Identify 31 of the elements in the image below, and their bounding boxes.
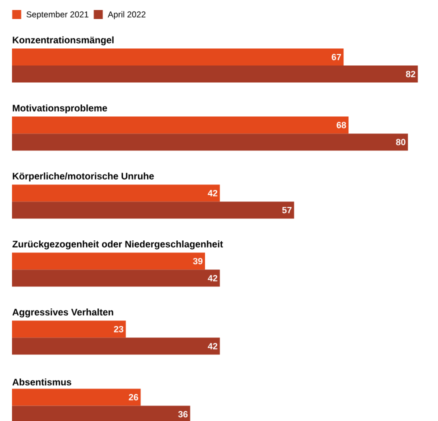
data-label: 57 <box>282 206 292 214</box>
bar <box>12 116 349 134</box>
y-tick-label: Konzentrationsmängel <box>12 36 114 46</box>
bar <box>12 66 418 83</box>
data-label: 68 <box>336 122 346 128</box>
bar <box>12 388 141 406</box>
y-tick-label: Absentismus <box>12 378 72 386</box>
bar <box>12 134 408 151</box>
bar <box>12 252 206 270</box>
legend-label: September 2021 <box>26 11 88 20</box>
bar <box>12 202 294 219</box>
data-label: 82 <box>406 70 416 78</box>
y-tick-label: Aggressives Verhalten <box>12 308 114 318</box>
data-label: 67 <box>332 54 342 60</box>
bar <box>12 338 220 355</box>
y-tick-label: Zurückgezogenheit oder Niedergeschlagenheit <box>12 240 223 250</box>
bar <box>12 270 220 287</box>
y-tick-label: Körperliche/motorische Unruhe <box>12 172 154 182</box>
data-label: 42 <box>208 190 218 196</box>
bar <box>12 48 344 66</box>
legend-label: April 2022 <box>108 11 146 20</box>
data-label: 36 <box>178 411 188 418</box>
bar <box>12 184 220 202</box>
data-label: 26 <box>128 394 138 400</box>
data-label: 42 <box>208 275 218 282</box>
data-label: 80 <box>396 138 406 146</box>
data-label: 39 <box>193 258 202 264</box>
data-label: 23 <box>114 326 124 332</box>
data-label: 42 <box>208 343 218 350</box>
y-tick-label: Motivationsprobleme <box>12 104 108 114</box>
bar <box>12 320 126 338</box>
